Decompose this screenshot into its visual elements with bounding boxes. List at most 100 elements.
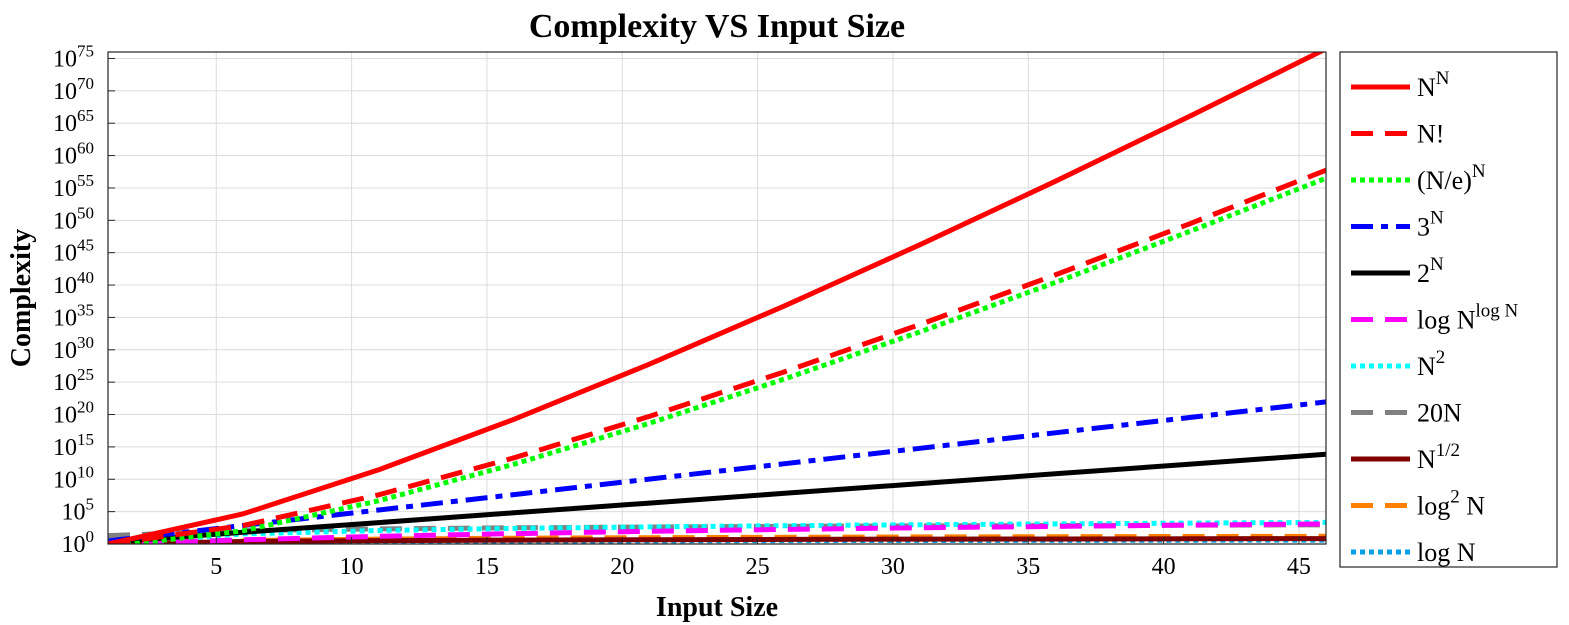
x-tick-label: 35 <box>1016 554 1040 580</box>
y-tick-base: 10 <box>53 403 77 429</box>
y-tick-base: 10 <box>53 79 77 105</box>
legend-label-base: log N <box>1417 538 1476 567</box>
y-tick-label: 1045 <box>53 236 94 267</box>
y-tick-base: 10 <box>53 435 77 461</box>
y-tick-exponent: 30 <box>77 333 94 352</box>
y-tick-base: 10 <box>53 370 77 396</box>
x-axis: 5 10 15 20 25 30 35 40 45 <box>210 537 1311 580</box>
plot-area <box>108 52 1326 544</box>
series-line-n-pow-n <box>108 52 1326 544</box>
x-axis-label: Input Size <box>656 592 778 623</box>
y-tick-exponent: 25 <box>77 365 94 384</box>
legend-label: 20N <box>1417 399 1462 428</box>
legend-box <box>1339 51 1558 568</box>
y-tick-label: 1015 <box>53 430 94 461</box>
legend-label: log2 N <box>1417 487 1485 521</box>
chart-title: Complexity VS Input Size <box>529 8 905 45</box>
y-tick-label: 1040 <box>53 268 94 299</box>
legend-label-superscript: N <box>1472 161 1486 182</box>
y-tick-exponent: 0 <box>86 527 95 546</box>
legend-label-base: N <box>1417 352 1436 381</box>
y-tick-exponent: 35 <box>77 300 94 319</box>
y-tick-label: 1020 <box>53 398 94 429</box>
series-line-three-pow-n <box>108 399 1326 544</box>
x-tick-label: 5 <box>210 554 222 580</box>
legend-item-factorial: N! <box>1351 120 1444 149</box>
legend-label-base: 20N <box>1417 399 1462 428</box>
legend-label: 2N <box>1417 254 1444 288</box>
y-tick-label: 105 <box>62 495 95 526</box>
y-tick-label: 1030 <box>53 333 94 364</box>
y-tick-base: 10 <box>62 500 86 526</box>
x-tick-label: 25 <box>746 554 770 580</box>
legend-label: N2 <box>1417 347 1445 381</box>
y-tick-label: 1010 <box>53 462 94 493</box>
y-tick-base: 10 <box>53 467 77 493</box>
legend-label-base: 2 <box>1417 259 1430 288</box>
series-line-two-pow-n <box>108 451 1326 544</box>
legend-item-twenty-n: 20N <box>1351 399 1462 428</box>
y-tick-label: 1035 <box>53 300 94 331</box>
series-line-sqrt-n <box>108 536 1326 544</box>
y-axis-label: Complexity <box>6 229 37 367</box>
x-tick-label: 40 <box>1152 554 1176 580</box>
legend-label-superscript: 2 <box>1450 487 1460 508</box>
legend-label-base: log N <box>1417 306 1476 335</box>
series-layer <box>108 52 1326 544</box>
legend-label-base: 3 <box>1417 213 1430 242</box>
legend-label-base: N <box>1417 73 1436 102</box>
y-tick-exponent: 45 <box>77 236 94 255</box>
y-tick-base: 10 <box>53 305 77 331</box>
y-tick-label: 100 <box>62 527 95 558</box>
y-tick-exponent: 70 <box>77 74 94 93</box>
legend-label-base: (N/e) <box>1417 166 1472 195</box>
y-tick-base: 10 <box>53 208 77 234</box>
y-tick-label: 1055 <box>53 171 94 202</box>
legend-item-n-over-e-pow-n: (N/e)N <box>1351 161 1486 195</box>
y-tick-base: 10 <box>53 338 77 364</box>
y-tick-label: 1075 <box>53 41 94 72</box>
legend-label-superscript: 2 <box>1436 347 1446 368</box>
legend-label-superscript: N <box>1430 208 1444 229</box>
y-tick-exponent: 50 <box>77 203 94 222</box>
legend-item-sqrt-n: N1/2 <box>1351 440 1460 474</box>
x-tick-label: 20 <box>610 554 634 580</box>
legend-label-tail: N <box>1460 492 1486 521</box>
y-tick-base: 10 <box>53 144 77 170</box>
legend-label: 3N <box>1417 208 1444 242</box>
y-tick-label: 1065 <box>53 106 94 137</box>
y-tick-exponent: 60 <box>77 139 94 158</box>
legend-item-n-pow-n: NN <box>1351 68 1450 102</box>
y-tick-base: 10 <box>53 46 77 72</box>
legend-label: N1/2 <box>1417 440 1460 474</box>
y-tick-exponent: 40 <box>77 268 94 287</box>
x-tick-label: 30 <box>881 554 905 580</box>
y-tick-label: 1025 <box>53 365 94 396</box>
legend-label: NN <box>1417 68 1450 102</box>
y-tick-label: 1060 <box>53 139 94 170</box>
y-tick-base: 10 <box>53 111 77 137</box>
legend-label: N! <box>1417 120 1444 149</box>
y-tick-exponent: 20 <box>77 398 94 417</box>
legend-label-superscript: 1/2 <box>1436 440 1460 461</box>
series-line-factorial <box>108 167 1326 544</box>
x-tick-label: 10 <box>340 554 364 580</box>
y-tick-base: 10 <box>53 273 77 299</box>
legend-label-superscript: log N <box>1476 301 1519 322</box>
x-tick-label: 45 <box>1287 554 1311 580</box>
y-tick-exponent: 65 <box>77 106 94 125</box>
y-tick-exponent: 55 <box>77 171 94 190</box>
legend-item-log-squared-n: log2 N <box>1351 487 1485 521</box>
y-tick-label: 1070 <box>53 74 94 105</box>
legend-item-three-pow-n: 3N <box>1351 208 1444 242</box>
legend-label-superscript: N <box>1430 254 1444 275</box>
legend-label: log N <box>1417 538 1476 567</box>
y-tick-exponent: 75 <box>77 41 94 60</box>
legend-item-n-squared: N2 <box>1351 347 1445 381</box>
y-tick-base: 10 <box>53 241 77 267</box>
legend-label-base: N! <box>1417 120 1444 149</box>
y-tick-exponent: 15 <box>77 430 94 449</box>
legend-label-base: log <box>1417 492 1450 521</box>
